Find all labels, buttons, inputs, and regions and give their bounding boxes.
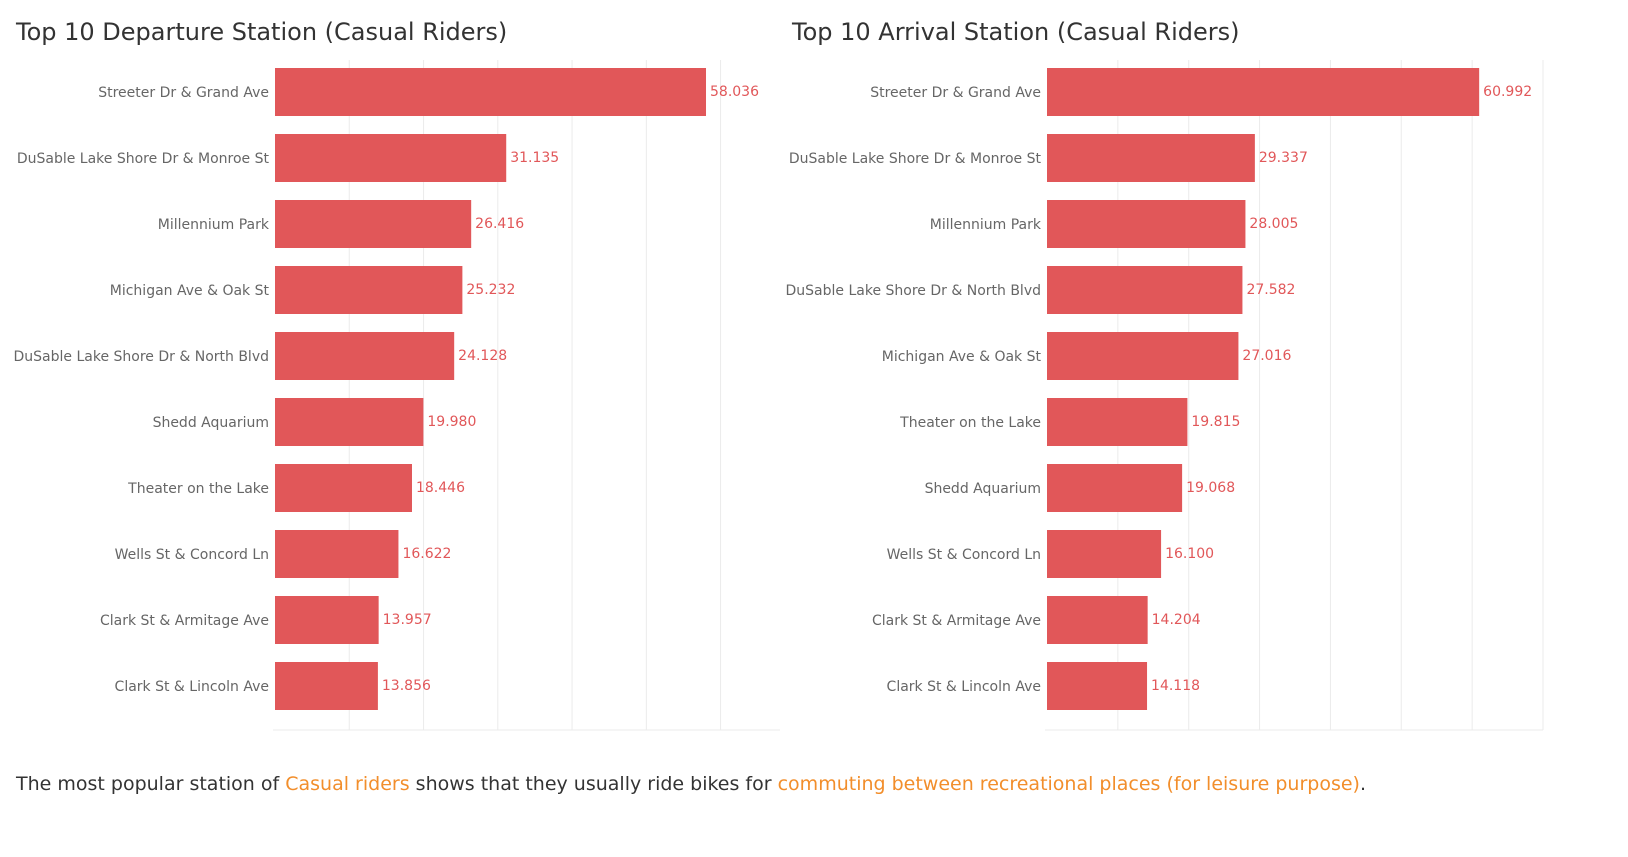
departure-bar-chart: Streeter Dr & Grand Ave 58.036 DuSable Lak… bbox=[14, 60, 780, 731]
data-label: 26.416 bbox=[475, 216, 524, 232]
bar bbox=[275, 68, 707, 116]
caption-highlight-casual-riders: Casual riders bbox=[285, 773, 410, 795]
bar bbox=[1047, 530, 1162, 578]
data-label: 13.957 bbox=[383, 612, 432, 628]
data-label: 27.016 bbox=[1242, 348, 1291, 364]
bar bbox=[275, 266, 463, 314]
category-label: DuSable Lake Shore Dr & North Blvd bbox=[14, 349, 269, 365]
data-label: 28.005 bbox=[1249, 216, 1298, 232]
category-label: Clark St & Lincoln Ave bbox=[115, 679, 269, 695]
category-label: Wells St & Concord Ln bbox=[887, 547, 1041, 563]
data-label: 13.856 bbox=[382, 678, 431, 694]
data-label: 19.068 bbox=[1186, 480, 1235, 496]
category-label: Wells St & Concord Ln bbox=[115, 547, 269, 563]
data-label: 27.582 bbox=[1246, 282, 1295, 298]
category-label: Clark St & Armitage Ave bbox=[100, 613, 269, 629]
category-label: Theater on the Lake bbox=[899, 415, 1041, 431]
bar bbox=[275, 332, 455, 380]
category-label: Theater on the Lake bbox=[127, 481, 269, 497]
data-label: 16.622 bbox=[402, 546, 451, 562]
category-label: Streeter Dr & Grand Ave bbox=[870, 85, 1041, 101]
bar bbox=[1047, 596, 1148, 644]
data-label: 19.815 bbox=[1191, 414, 1240, 430]
caption-highlight-leisure: commuting between recreational places (f… bbox=[777, 773, 1360, 795]
category-label: Millennium Park bbox=[158, 217, 270, 233]
data-label: 29.337 bbox=[1259, 150, 1308, 166]
category-label: Millennium Park bbox=[930, 217, 1042, 233]
bar bbox=[1047, 200, 1246, 248]
bar bbox=[1047, 464, 1183, 512]
category-label: DuSable Lake Shore Dr & Monroe St bbox=[789, 151, 1042, 167]
bar bbox=[275, 464, 412, 512]
bar bbox=[275, 530, 399, 578]
bar bbox=[1047, 662, 1148, 710]
bar bbox=[275, 134, 507, 182]
data-label: 31.135 bbox=[510, 150, 559, 166]
category-label: Clark St & Lincoln Ave bbox=[887, 679, 1041, 695]
bar bbox=[1047, 332, 1239, 380]
data-label: 16.100 bbox=[1165, 546, 1214, 562]
bar bbox=[275, 398, 424, 446]
data-label: 25.232 bbox=[466, 282, 515, 298]
data-label: 14.204 bbox=[1152, 612, 1201, 628]
bar bbox=[1047, 266, 1243, 314]
bar bbox=[1047, 68, 1480, 116]
data-label: 24.128 bbox=[458, 348, 507, 364]
category-label: Shedd Aquarium bbox=[925, 481, 1041, 497]
caption-text-2: shows that they usually ride bikes for bbox=[409, 773, 778, 795]
bar bbox=[275, 662, 378, 710]
category-label: DuSable Lake Shore Dr & Monroe St bbox=[17, 151, 270, 167]
data-label: 14.118 bbox=[1151, 678, 1200, 694]
category-label: Clark St & Armitage Ave bbox=[872, 613, 1041, 629]
category-label: Streeter Dr & Grand Ave bbox=[98, 85, 269, 101]
bar bbox=[275, 200, 472, 248]
caption-text-1: The most popular station of bbox=[16, 773, 286, 795]
bar bbox=[1047, 398, 1188, 446]
data-label: 19.980 bbox=[427, 414, 476, 430]
caption-text-3: . bbox=[1359, 773, 1367, 795]
bar bbox=[275, 596, 379, 644]
data-label: 58.036 bbox=[710, 84, 759, 100]
insight-caption: The most popular station of Casual rider… bbox=[16, 773, 1366, 795]
category-label: Michigan Ave & Oak St bbox=[882, 349, 1042, 365]
category-label: Shedd Aquarium bbox=[153, 415, 269, 431]
data-label: 60.992 bbox=[1483, 84, 1532, 100]
departure-chart-title: Top 10 Departure Station (Casual Riders) bbox=[16, 18, 508, 46]
category-label: DuSable Lake Shore Dr & North Blvd bbox=[786, 283, 1041, 299]
data-label: 18.446 bbox=[416, 480, 465, 496]
category-label: Michigan Ave & Oak St bbox=[110, 283, 270, 299]
bar bbox=[1047, 134, 1255, 182]
arrival-bar-chart: Streeter Dr & Grand Ave 60.992 DuSable Lak… bbox=[786, 60, 1544, 731]
arrival-chart-title: Top 10 Arrival Station (Casual Riders) bbox=[792, 18, 1240, 46]
